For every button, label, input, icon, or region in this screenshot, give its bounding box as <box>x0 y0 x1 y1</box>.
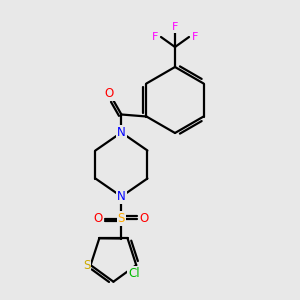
Text: S: S <box>83 259 90 272</box>
Text: F: F <box>152 32 158 42</box>
Text: N: N <box>117 190 126 203</box>
Text: F: F <box>172 22 178 32</box>
Text: O: O <box>140 212 149 225</box>
Text: N: N <box>117 126 126 139</box>
Text: F: F <box>192 32 198 42</box>
Text: O: O <box>94 212 103 225</box>
Text: Cl: Cl <box>128 267 140 280</box>
Text: O: O <box>105 87 114 100</box>
Text: S: S <box>118 212 125 225</box>
